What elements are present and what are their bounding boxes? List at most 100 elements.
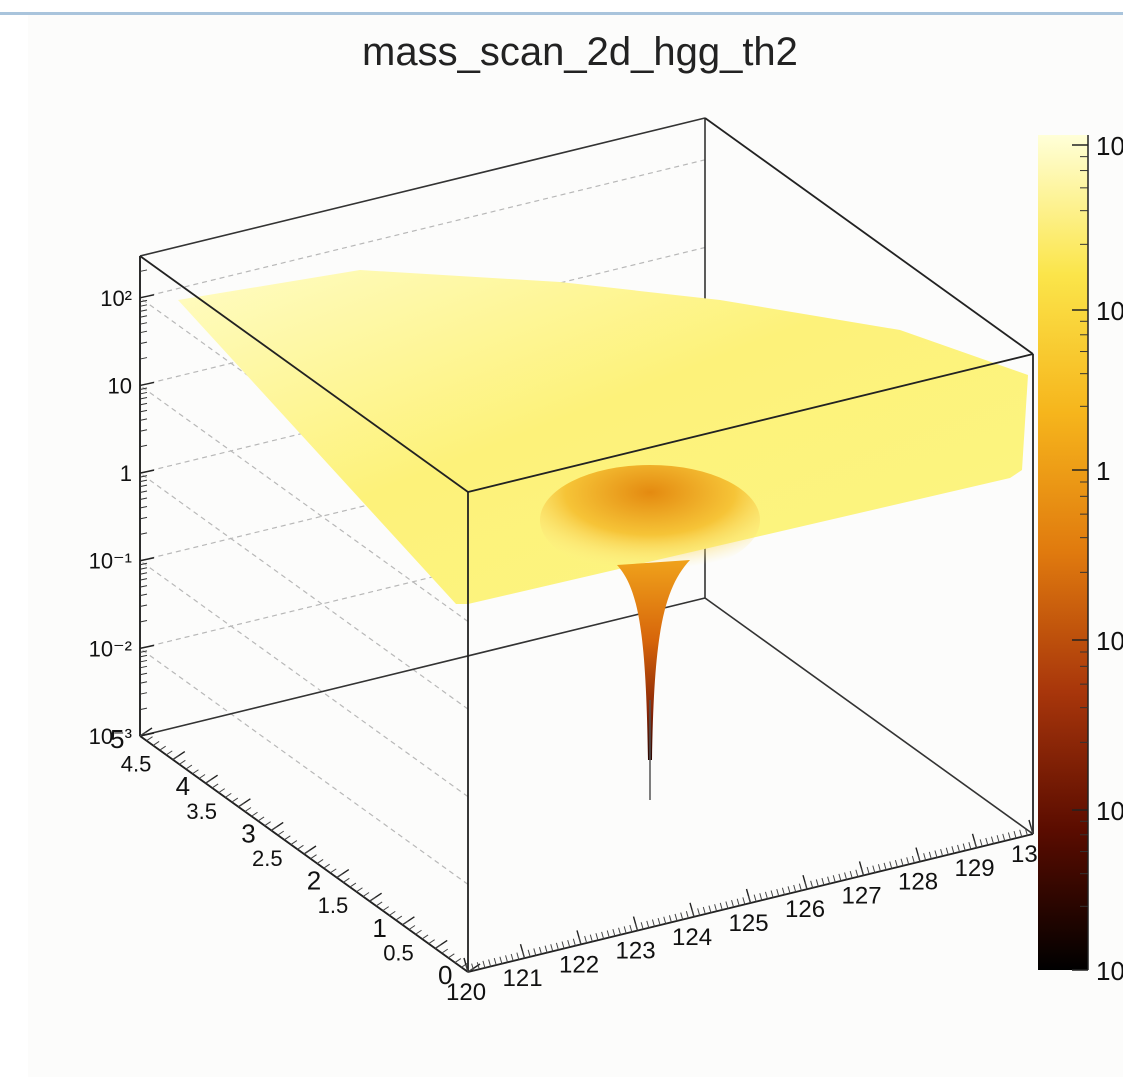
z-axis-minor-tick bbox=[139, 562, 148, 566]
z-axis-minor-tick bbox=[139, 418, 148, 421]
y-axis-minor-tick bbox=[297, 844, 304, 850]
z-axis-minor-tick bbox=[139, 585, 148, 588]
y-axis-minor-tick bbox=[284, 835, 291, 841]
z-axis-minor-tick bbox=[139, 475, 148, 478]
x-axis-minor-tick bbox=[527, 949, 531, 957]
x-axis-minor-tick bbox=[538, 946, 542, 955]
x-axis-minor-tick bbox=[510, 953, 514, 962]
x-axis: 120 121 122 123 124 125 126 127 128 129 13 bbox=[446, 819, 1038, 1006]
z-axis-tick-label: 10⁻¹ bbox=[89, 549, 132, 574]
y-axis-minor-tick bbox=[329, 868, 337, 874]
x-axis-minor-tick bbox=[815, 879, 819, 887]
y-axis-tick-label: 2.5 bbox=[252, 846, 283, 871]
x-axis-minor-tick bbox=[996, 835, 1000, 843]
x-axis-minor-tick bbox=[488, 959, 492, 967]
y-axis-minor-tick bbox=[415, 929, 422, 935]
surface-plateau bbox=[178, 270, 1028, 604]
x-axis-minor-tick bbox=[759, 893, 763, 901]
colorbar-tick-label: 10 bbox=[1096, 296, 1123, 326]
z-axis-minor-tick bbox=[139, 659, 148, 663]
x-axis-minor-tick bbox=[951, 846, 955, 854]
y-axis: 0 0.51 1.52 2.53 3.54 4.55 bbox=[110, 724, 481, 990]
z-axis-minor-tick bbox=[139, 490, 148, 494]
z-axis-minor-tick bbox=[139, 444, 148, 448]
x-axis-minor-tick bbox=[516, 952, 520, 960]
x-axis-minor-tick bbox=[838, 873, 842, 882]
z-axis-minor-tick bbox=[139, 330, 148, 334]
y-axis-minor-tick bbox=[159, 745, 166, 751]
x-axis-minor-tick bbox=[748, 895, 751, 904]
colorbar-tick-label: 10 bbox=[1096, 131, 1123, 161]
y-axis-minor-tick bbox=[316, 859, 324, 864]
x-axis-minor-tick bbox=[714, 904, 718, 912]
z-axis-minor-tick bbox=[139, 619, 148, 623]
x-axis-minor-tick bbox=[962, 843, 966, 851]
x-axis-minor-tick bbox=[849, 871, 853, 879]
y-axis-minor-tick bbox=[323, 863, 330, 869]
y-axis-minor-tick bbox=[349, 882, 357, 888]
x-axis-minor-tick bbox=[589, 934, 593, 942]
x-axis-minor-tick bbox=[572, 938, 576, 946]
z-axis-minor-tick bbox=[139, 402, 148, 406]
x-axis-minor-tick bbox=[1019, 829, 1023, 837]
x-axis-tick-label: 127 bbox=[842, 882, 882, 909]
z-axis-minor-tick bbox=[139, 479, 148, 483]
y-axis-minor-tick bbox=[402, 920, 409, 926]
z-axis-minor-tick bbox=[139, 516, 148, 520]
x-axis-minor-tick bbox=[691, 909, 695, 917]
z-axis-minor-tick bbox=[139, 578, 148, 581]
z-axis-minor-tick bbox=[139, 341, 148, 345]
y-axis-minor-tick bbox=[310, 854, 317, 860]
z-axis-minor-tick bbox=[139, 299, 148, 303]
z-axis-minor-tick bbox=[139, 650, 148, 653]
y-axis-minor-tick bbox=[231, 797, 239, 803]
y-axis-minor-tick bbox=[408, 925, 416, 930]
x-axis-minor-tick bbox=[985, 837, 989, 846]
y-axis-tick-label: 0 bbox=[438, 960, 452, 990]
y-axis-minor-tick bbox=[441, 948, 449, 954]
x-axis-tick-label: 121 bbox=[503, 965, 543, 992]
y-axis-minor-tick bbox=[244, 807, 252, 812]
z-grid-line bbox=[138, 597, 706, 973]
x-axis-minor-tick bbox=[770, 890, 774, 898]
y-axis-minor-tick bbox=[179, 759, 186, 765]
x-axis-minor-tick bbox=[578, 937, 582, 945]
y-axis-minor-tick bbox=[139, 731, 147, 737]
x-axis-minor-tick bbox=[974, 840, 977, 848]
y-axis-minor-tick bbox=[205, 778, 212, 784]
x-axis-minor-tick bbox=[1030, 826, 1034, 835]
y-axis-tick-label: 2 bbox=[307, 866, 321, 896]
x-axis-minor-tick bbox=[866, 866, 870, 875]
x-axis-minor-tick bbox=[601, 931, 605, 940]
x-axis-minor-tick bbox=[923, 853, 927, 861]
z-axis-tick-label: 10 bbox=[108, 373, 132, 398]
box-edge bbox=[139, 597, 706, 737]
x-axis-minor-tick bbox=[646, 920, 650, 928]
x-axis-minor-tick bbox=[657, 917, 661, 926]
x-axis-tick-label: 13 bbox=[1011, 841, 1038, 868]
x-axis-minor-tick bbox=[793, 884, 797, 893]
x-axis-minor-tick bbox=[618, 927, 622, 935]
z-axis-tick-label: 10⁻² bbox=[89, 636, 132, 661]
x-axis-tick-label: 120 bbox=[446, 979, 486, 1006]
y-axis-minor-tick bbox=[461, 962, 468, 968]
y-axis-tick-label: 3 bbox=[241, 818, 255, 848]
y-axis-minor-tick bbox=[290, 840, 298, 845]
x-axis-minor-tick bbox=[832, 875, 836, 883]
x-axis-tick-label: 128 bbox=[898, 869, 938, 896]
x-axis-minor-tick bbox=[827, 876, 831, 884]
x-axis-minor-tick bbox=[731, 900, 735, 908]
x-axis-minor-tick bbox=[883, 862, 887, 871]
z-axis-tick-label: 10⁻³ bbox=[89, 724, 132, 749]
z-axis-minor-tick bbox=[139, 309, 148, 312]
x-axis-minor-tick bbox=[940, 848, 944, 857]
x-axis-minor-tick bbox=[844, 872, 848, 880]
x-axis-minor-tick bbox=[595, 933, 599, 941]
x-axis-minor-tick bbox=[465, 964, 469, 973]
colorbar-gradient bbox=[1038, 135, 1088, 970]
x-axis-minor-tick bbox=[612, 928, 616, 937]
x-axis-minor-tick bbox=[804, 882, 808, 890]
x-axis-minor-tick bbox=[697, 908, 701, 916]
z-axis-minor-tick bbox=[139, 484, 148, 488]
